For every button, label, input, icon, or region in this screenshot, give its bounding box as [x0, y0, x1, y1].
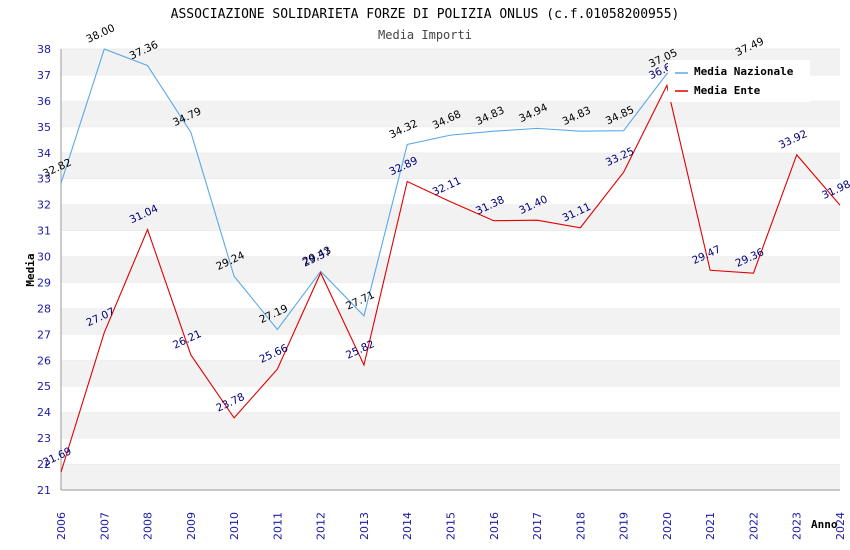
data-label: 38.00	[84, 22, 116, 46]
x-tick-label: 2008	[142, 512, 155, 540]
x-tick-labels: 2006 2007 2008 2009 2010 2011 2012 2013 2014 2015…	[55, 512, 847, 540]
x-tick-label: 2020	[661, 512, 674, 540]
grid-band	[61, 126, 840, 153]
y-tick-label: 35	[37, 121, 51, 134]
series-line-media-nazionale	[60, 48, 754, 331]
grid-band	[61, 308, 840, 335]
y-tick-label: 22	[37, 458, 51, 471]
y-tick-label: 34	[37, 147, 51, 160]
grid-band	[61, 178, 840, 205]
grid-band	[61, 152, 840, 179]
y-tick-label: 32	[37, 199, 51, 212]
legend-label-nazionale: Media Nazionale	[694, 65, 794, 78]
grid-band	[61, 204, 840, 231]
series-lines	[60, 48, 841, 473]
grid-band	[61, 438, 840, 465]
y-tick-label: 29	[37, 276, 51, 289]
chart-title: ASSOCIAZIONE SOLIDARIETA FORZE DI POLIZI…	[171, 7, 680, 22]
grid-band	[61, 282, 840, 309]
legend: Media Nazionale Media Ente	[668, 60, 810, 102]
x-tick-label: 2018	[574, 512, 587, 540]
grid-band	[61, 386, 840, 413]
y-tick-label: 25	[37, 380, 51, 393]
y-tick-label: 21	[37, 484, 51, 497]
series-line-media-ente	[60, 83, 841, 473]
y-axis-label: Media	[24, 253, 37, 286]
legend-label-ente: Media Ente	[694, 84, 761, 97]
x-tick-label: 2024	[834, 512, 847, 540]
x-tick-label: 2023	[791, 512, 804, 540]
x-tick-label: 2016	[488, 512, 501, 540]
y-tick-label: 24	[37, 406, 51, 419]
x-tick-label: 2017	[531, 512, 544, 540]
y-tick-label: 30	[37, 251, 51, 264]
grid-band	[61, 464, 840, 490]
x-tick-label: 2012	[315, 512, 328, 540]
y-tick-label: 38	[37, 43, 51, 56]
x-tick-label: 2022	[747, 512, 760, 540]
y-tick-label: 23	[37, 432, 51, 445]
y-tick-label: 27	[37, 328, 51, 341]
x-tick-label: 2013	[358, 512, 371, 540]
x-axis-label: Anno	[811, 518, 838, 531]
y-tick-label: 36	[37, 95, 51, 108]
x-tick-label: 2007	[98, 512, 111, 540]
grid-band	[61, 100, 840, 127]
y-tick-label: 28	[37, 302, 51, 315]
y-tick-label: 31	[37, 225, 51, 238]
grid-band	[61, 334, 840, 361]
grid-band	[61, 412, 840, 439]
grid-band	[61, 230, 840, 257]
x-tick-label: 2006	[55, 512, 68, 540]
grid-band	[61, 360, 840, 387]
x-tick-label: 2009	[185, 512, 198, 540]
x-tick-label: 2010	[228, 512, 241, 540]
x-tick-label: 2011	[271, 512, 284, 540]
x-tick-label: 2021	[704, 512, 717, 540]
x-tick-label: 2015	[445, 512, 458, 540]
x-tick-label: 2014	[401, 512, 414, 540]
grid-band	[61, 256, 840, 283]
y-tick-label: 26	[37, 354, 51, 367]
chart-subtitle: Media Importi	[378, 28, 472, 42]
legend-box	[668, 60, 810, 102]
x-tick-label: 2019	[618, 512, 631, 540]
y-tick-label: 33	[37, 173, 51, 186]
grid-bands	[61, 48, 840, 490]
y-tick-labels: 21 22 23 24 25 26 27 28 29 30 31 32 33 34 35 36 37 38	[37, 43, 51, 497]
y-tick-label: 37	[37, 69, 51, 82]
